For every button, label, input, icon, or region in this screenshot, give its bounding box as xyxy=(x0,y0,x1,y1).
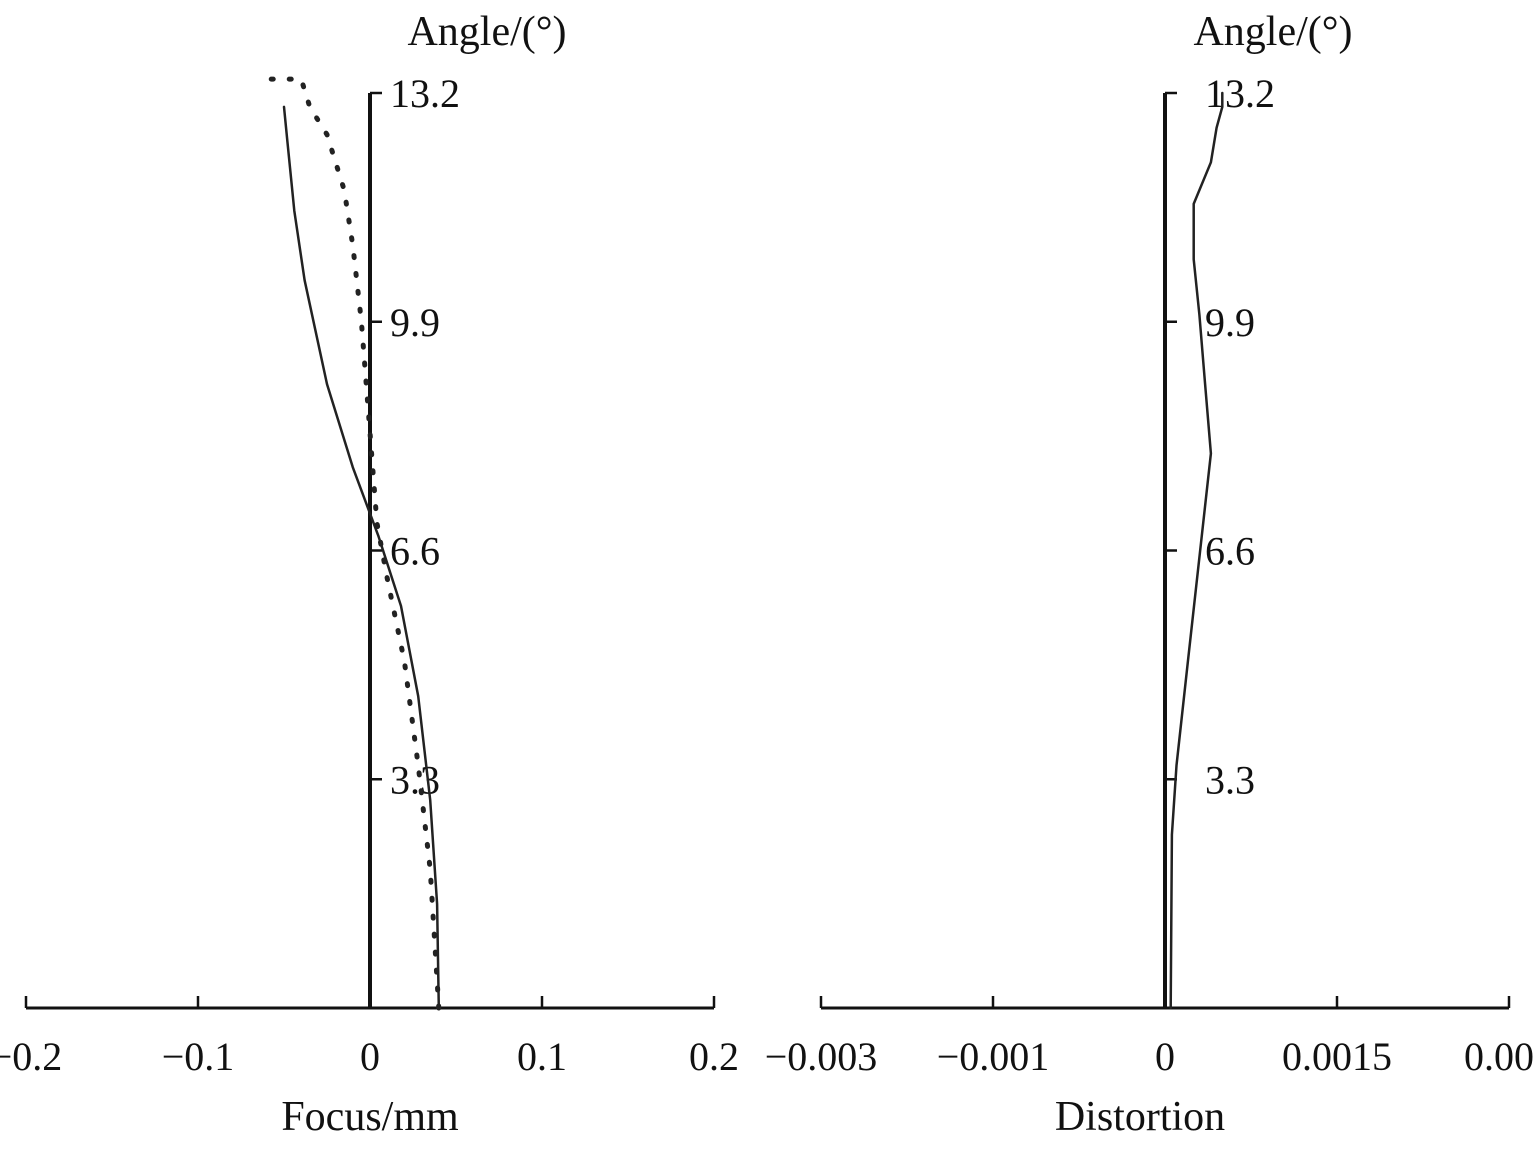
y-axis-title: Angle/(°) xyxy=(1193,9,1352,55)
y-tick-label: 13.2 xyxy=(1205,71,1275,116)
x-axis-title: Distortion xyxy=(1055,1094,1225,1140)
x-tick-label: −0.001 xyxy=(937,1034,1050,1079)
x-tick-label: 0 xyxy=(360,1034,380,1079)
x-axis-title: Focus/mm xyxy=(281,1094,459,1140)
x-tick-label: 0.0015 xyxy=(1282,1034,1392,1079)
chart-panel-distortion: −0.003 −0.001 0 0.0015 0.003 3.3 6.6 9.9 13.2 Dis… xyxy=(765,9,1535,1140)
y-tick-label: 9.9 xyxy=(1205,300,1255,345)
chart-panel-field-curvature: −0.2 −0.1 0 0.1 0.2 3.3 6.6 9.9 13.2 Focus/mm Angl… xyxy=(0,9,739,1140)
x-tick-label: 0 xyxy=(1155,1034,1175,1079)
x-tick-label: 0.2 xyxy=(689,1034,739,1079)
x-tick-label: 0.1 xyxy=(517,1034,567,1079)
series-line-solid xyxy=(282,105,441,1010)
y-tick-label: 6.6 xyxy=(390,529,440,574)
y-tick-label: 3.3 xyxy=(390,757,440,802)
y-tick-label: 13.2 xyxy=(390,71,460,116)
series-line-solid xyxy=(1169,91,1224,1010)
y-axis-title: Angle/(°) xyxy=(407,9,566,55)
y-tick-label: 6.6 xyxy=(1205,529,1255,574)
y-tick-label: 3.3 xyxy=(1205,757,1255,802)
x-tick-label: −0.2 xyxy=(0,1034,62,1079)
y-tick-label: 9.9 xyxy=(390,300,440,345)
x-tick-label: −0.1 xyxy=(162,1034,235,1079)
x-tick-label: 0.003 xyxy=(1464,1034,1535,1079)
x-tick-label: −0.003 xyxy=(765,1034,878,1079)
